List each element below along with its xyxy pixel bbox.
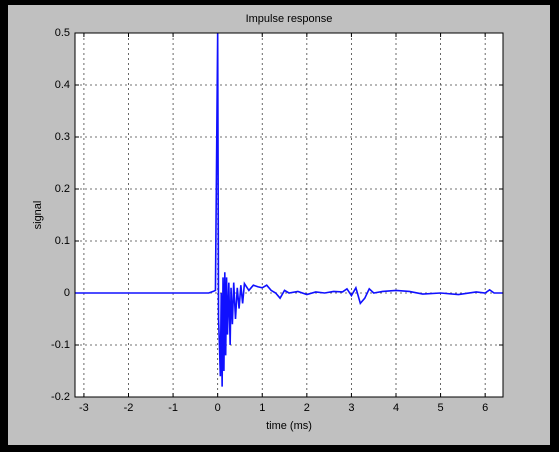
- axes-box: [74, 32, 504, 398]
- x-tick-label: 2: [304, 402, 310, 414]
- x-axis-label: time (ms): [266, 420, 312, 432]
- plot-area: [75, 33, 503, 397]
- x-tick-label: 5: [438, 402, 444, 414]
- y-axis-label: signal: [32, 201, 44, 230]
- chart-title: Impulse response: [246, 13, 333, 25]
- y-tick-label: 0: [64, 287, 70, 299]
- y-tick-label: 0.4: [55, 79, 70, 91]
- x-tick-label: -3: [79, 402, 89, 414]
- x-tick-label: -1: [168, 402, 178, 414]
- y-tick-label: -0.2: [51, 391, 70, 403]
- x-tick-label: 4: [393, 402, 399, 414]
- x-tick-label: 1: [259, 402, 265, 414]
- y-tick-label: 0.2: [55, 183, 70, 195]
- x-tick-label: 0: [215, 402, 221, 414]
- y-tick-label: 0.5: [55, 27, 70, 39]
- signal-line: [75, 33, 503, 387]
- y-tick-label: 0.1: [55, 235, 70, 247]
- x-tick-label: -2: [124, 402, 134, 414]
- y-tick-label: -0.1: [51, 339, 70, 351]
- x-tick-label: 6: [482, 402, 488, 414]
- x-tick-label: 3: [348, 402, 354, 414]
- y-tick-label: 0.3: [55, 131, 70, 143]
